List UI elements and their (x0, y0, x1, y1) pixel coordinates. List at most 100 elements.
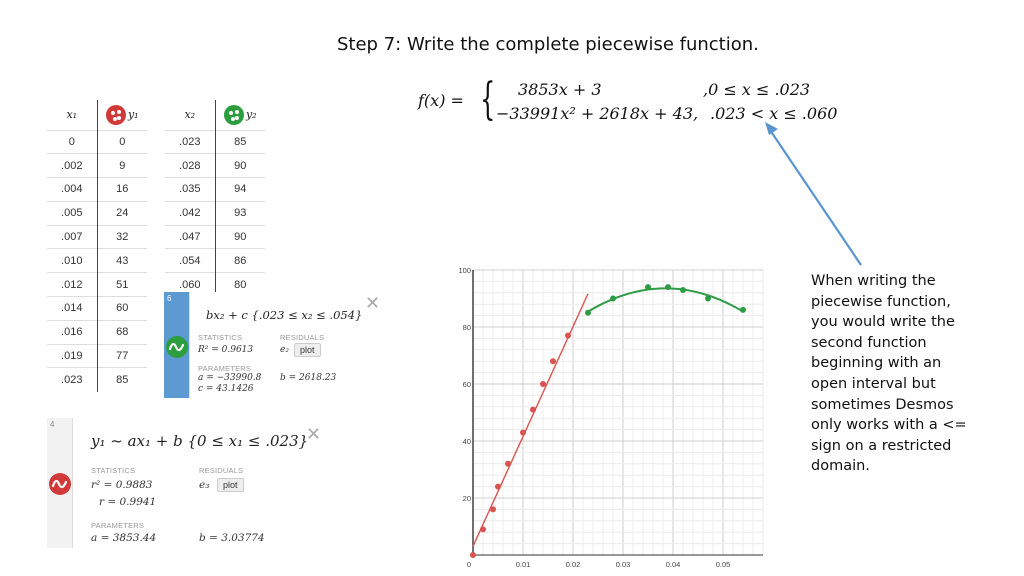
table1-x-cell[interactable]: 0 (47, 129, 98, 154)
table1-x-cell[interactable]: .004 (47, 177, 98, 202)
table2-y-cell[interactable]: 90 (215, 153, 265, 178)
table2-y-cell[interactable]: 86 (215, 248, 265, 273)
table1-y-cell[interactable]: 43 (97, 248, 147, 273)
series-2-point (645, 284, 651, 291)
table2-y-cell[interactable]: 85 (215, 129, 265, 154)
plot-button[interactable]: plot (294, 343, 321, 357)
statistics-label: STATISTICS (91, 466, 136, 475)
series-1-point (565, 332, 571, 339)
red-points-icon[interactable] (105, 104, 126, 125)
piece-1-expression: 3853x + 3 (518, 80, 602, 99)
table-2-x-header[interactable]: x₂ (165, 100, 216, 130)
table-row: .035 94 (165, 177, 265, 202)
series-2-point (705, 295, 711, 302)
series-1-point (495, 483, 501, 490)
expression-2-panel[interactable]: 6 bx₂ + c {.023 ≤ x₂ ≤ .054} STATISTICS … (164, 292, 362, 398)
x-tick-label: 0.05 (716, 560, 731, 569)
y-tick-label: 80 (463, 323, 471, 332)
table2-x-cell[interactable]: .054 (165, 248, 216, 273)
arrow-line (769, 129, 862, 266)
close-icon[interactable]: ✕ (365, 293, 381, 314)
x-tick-label: 0.04 (666, 560, 681, 569)
y-tick-label: 100 (458, 266, 471, 275)
expression-1-panel[interactable]: 4 y₁ ~ ax₁ + b {0 ≤ x₁ ≤ .023} STATISTIC… (47, 418, 325, 548)
green-points-icon[interactable] (223, 104, 244, 125)
parameter-c: c = 43.1426 (198, 384, 254, 394)
table-row: .019 77 (47, 343, 147, 368)
piece-2-domain: .023 < x ≤ .060 (710, 104, 838, 123)
table2-y-cell[interactable]: 94 (215, 177, 265, 202)
table-row: .002 9 (47, 153, 147, 178)
table-row: .047 90 (165, 224, 265, 249)
table2-x-cell[interactable]: .042 (165, 200, 216, 226)
table-2: x₂ y₂ .023 85.028 90.035 94.042 93.047 90.054… (165, 100, 265, 297)
table-1-y-header-cell[interactable]: y₁ (97, 100, 147, 130)
table1-y-cell[interactable]: 32 (97, 224, 147, 249)
table-row: .016 68 (47, 319, 147, 345)
expression-2-strip[interactable]: 6 (164, 292, 190, 398)
y-tick-label: 20 (463, 494, 471, 503)
parameters-label: PARAMETERS (91, 521, 145, 530)
table2-y-cell[interactable]: 90 (215, 224, 265, 249)
table-row: .023 85 (47, 367, 147, 392)
table2-y-cell[interactable]: 93 (215, 200, 265, 226)
plot-button[interactable]: plot (217, 478, 244, 492)
table1-y-cell[interactable]: 51 (97, 272, 147, 297)
table1-y-cell[interactable]: 77 (97, 343, 147, 368)
table1-x-cell[interactable]: .019 (47, 343, 98, 368)
table1-x-cell[interactable]: .005 (47, 200, 98, 226)
table2-x-cell[interactable]: .028 (165, 153, 216, 178)
table-1-x-header[interactable]: x₁ (47, 100, 98, 130)
expression-2-formula[interactable]: bx₂ + c {.023 ≤ x₂ ≤ .054} (206, 308, 363, 322)
table1-y-cell[interactable]: 24 (97, 200, 147, 226)
table1-x-cell[interactable]: .023 (47, 367, 98, 392)
parameter-a: a = 3853.44 (91, 532, 157, 544)
table1-x-cell[interactable]: .010 (47, 248, 98, 273)
table-row: .023 85 (165, 129, 265, 154)
expression-1-index: 4 (50, 420, 55, 429)
table-row: .042 93 (165, 200, 265, 226)
scatter-graph[interactable]: 0 0.01 0.02 0.03 0.04 0.05 20 40 60 80 100 (455, 265, 765, 576)
table1-y-cell[interactable]: 68 (97, 319, 147, 345)
statistics-label: STATISTICS (198, 333, 243, 342)
residuals-label: RESIDUALS (280, 333, 325, 342)
expression-1-strip[interactable]: 4 (47, 418, 73, 548)
piece-1-domain: ,0 ≤ x ≤ .023 (703, 80, 811, 99)
close-icon[interactable]: ✕ (306, 424, 322, 445)
table1-y-cell[interactable]: 60 (97, 296, 147, 321)
table-row: .054 86 (165, 248, 265, 273)
table-row: .014 60 (47, 296, 147, 321)
table1-y-cell[interactable]: 85 (97, 367, 147, 392)
table1-x-cell[interactable]: .002 (47, 153, 98, 178)
series-2-point (680, 286, 686, 293)
x-tick-label: 0.03 (616, 560, 631, 569)
table2-x-cell[interactable]: .023 (165, 129, 216, 154)
table1-x-cell[interactable]: .014 (47, 296, 98, 321)
piece-2-expression: −33991x² + 2618x + 43, (496, 104, 699, 123)
page-title: Step 7: Write the complete piecewise fun… (337, 34, 759, 55)
table1-y-cell[interactable]: 16 (97, 177, 147, 202)
series-1-point (540, 381, 546, 387)
parameters-label: PARAMETERS (198, 364, 252, 373)
table-row: .005 24 (47, 200, 147, 226)
series-2-point (665, 284, 671, 291)
table1-x-cell[interactable]: .012 (47, 272, 98, 297)
series-2-point (610, 295, 616, 302)
expression-2-index: 6 (167, 294, 172, 303)
table2-x-cell[interactable]: .035 (165, 177, 216, 202)
residual-variable: e₃ (199, 479, 210, 491)
expression-1-formula[interactable]: y₁ ~ ax₁ + b {0 ≤ x₁ ≤ .023} (91, 432, 309, 450)
y-tick-label: 40 (463, 437, 471, 446)
series-1-point (480, 526, 486, 533)
regression-wave-icon[interactable] (49, 473, 71, 495)
table-row: .010 43 (47, 248, 147, 273)
explanation-note: When writing the piecewise function, you… (811, 273, 967, 475)
table1-x-cell[interactable]: .016 (47, 319, 98, 345)
table-2-y-header-cell[interactable]: y₂ (215, 100, 265, 130)
series-1-point (505, 460, 511, 467)
regression-wave-icon[interactable] (166, 336, 188, 358)
table1-y-cell[interactable]: 0 (97, 129, 147, 154)
table2-x-cell[interactable]: .047 (165, 224, 216, 249)
table1-y-cell[interactable]: 9 (97, 153, 147, 178)
table1-x-cell[interactable]: .007 (47, 224, 98, 249)
